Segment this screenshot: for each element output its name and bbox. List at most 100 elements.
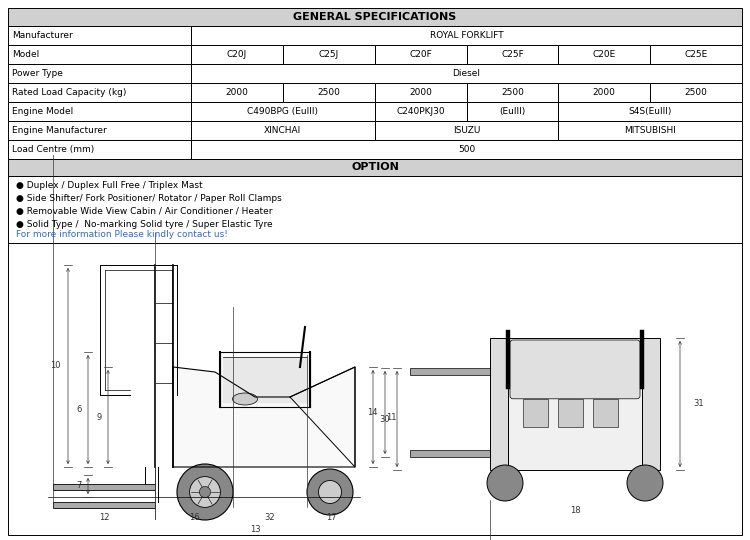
Bar bbox=[466, 102, 558, 121]
Text: 2500: 2500 bbox=[317, 88, 340, 97]
Text: 9: 9 bbox=[97, 413, 102, 422]
Bar bbox=[508, 338, 642, 470]
Bar bbox=[8, 64, 191, 83]
Text: Engine Manufacturer: Engine Manufacturer bbox=[12, 126, 106, 135]
Text: 2000: 2000 bbox=[226, 88, 248, 97]
Circle shape bbox=[307, 469, 353, 515]
Bar bbox=[650, 45, 742, 64]
Bar bbox=[191, 83, 283, 102]
Circle shape bbox=[627, 465, 663, 501]
Circle shape bbox=[177, 464, 233, 520]
Bar bbox=[375, 45, 466, 64]
Circle shape bbox=[200, 487, 211, 497]
Text: 500: 500 bbox=[458, 145, 476, 154]
Bar bbox=[593, 399, 618, 427]
Text: 31: 31 bbox=[693, 400, 703, 408]
Text: 2000: 2000 bbox=[592, 88, 616, 97]
Text: S4S(EuIII): S4S(EuIII) bbox=[628, 107, 672, 116]
Bar bbox=[8, 159, 742, 176]
Text: 30: 30 bbox=[380, 415, 390, 423]
Bar bbox=[53, 502, 155, 508]
Text: OPTION: OPTION bbox=[351, 163, 399, 172]
Bar bbox=[558, 121, 742, 140]
Bar bbox=[8, 176, 742, 243]
Bar bbox=[640, 330, 644, 389]
Bar bbox=[375, 102, 466, 121]
Bar bbox=[558, 102, 742, 121]
Text: MITSUBISHI: MITSUBISHI bbox=[624, 126, 676, 135]
Text: (EuIII): (EuIII) bbox=[500, 107, 526, 116]
Text: 14: 14 bbox=[368, 408, 378, 417]
Bar bbox=[8, 102, 191, 121]
Bar bbox=[642, 338, 660, 470]
Bar bbox=[466, 83, 558, 102]
Text: 18: 18 bbox=[570, 506, 580, 515]
Text: C20F: C20F bbox=[410, 50, 432, 59]
Bar bbox=[8, 26, 191, 45]
Text: C25F: C25F bbox=[501, 50, 524, 59]
Bar bbox=[558, 399, 583, 427]
Bar bbox=[8, 243, 742, 535]
Text: ISUZU: ISUZU bbox=[453, 126, 480, 135]
Text: ● Duplex / Duplex Full Free / Triplex Mast: ● Duplex / Duplex Full Free / Triplex Ma… bbox=[16, 180, 203, 190]
Bar bbox=[558, 45, 650, 64]
Bar bbox=[191, 140, 742, 159]
Text: ROYAL FORKLIFT: ROYAL FORKLIFT bbox=[430, 31, 503, 40]
Bar bbox=[191, 121, 375, 140]
Bar bbox=[8, 121, 191, 140]
Text: 11: 11 bbox=[386, 413, 397, 422]
Text: 6: 6 bbox=[76, 405, 82, 414]
Text: 7: 7 bbox=[76, 482, 82, 490]
Text: 12: 12 bbox=[99, 513, 109, 522]
Text: C240PKJ30: C240PKJ30 bbox=[396, 107, 445, 116]
Bar bbox=[375, 121, 558, 140]
Bar bbox=[191, 45, 283, 64]
Circle shape bbox=[487, 465, 523, 501]
Text: 32: 32 bbox=[265, 513, 275, 522]
Text: C20J: C20J bbox=[226, 50, 247, 59]
Bar bbox=[8, 140, 191, 159]
Bar bbox=[53, 484, 155, 490]
Bar bbox=[283, 45, 375, 64]
Bar bbox=[466, 45, 558, 64]
Circle shape bbox=[319, 481, 341, 503]
FancyBboxPatch shape bbox=[510, 340, 640, 399]
Text: 2000: 2000 bbox=[410, 88, 432, 97]
Bar bbox=[523, 399, 548, 427]
Bar bbox=[8, 83, 191, 102]
Text: XINCHAI: XINCHAI bbox=[264, 126, 302, 135]
Text: Power Type: Power Type bbox=[12, 69, 63, 78]
Text: C25J: C25J bbox=[319, 50, 339, 59]
Bar bbox=[650, 83, 742, 102]
Text: ● Side Shifter/ Fork Positioner/ Rotator / Paper Roll Clamps: ● Side Shifter/ Fork Positioner/ Rotator… bbox=[16, 194, 282, 202]
Text: C20E: C20E bbox=[592, 50, 616, 59]
Text: GENERAL SPECIFICATIONS: GENERAL SPECIFICATIONS bbox=[293, 12, 457, 22]
Ellipse shape bbox=[232, 393, 257, 405]
Text: 10: 10 bbox=[50, 361, 61, 370]
Polygon shape bbox=[223, 357, 307, 402]
Bar bbox=[506, 330, 510, 389]
Bar bbox=[410, 450, 490, 457]
Text: C490BPG (EuIII): C490BPG (EuIII) bbox=[248, 107, 318, 116]
Bar bbox=[283, 83, 375, 102]
Text: 2500: 2500 bbox=[685, 88, 707, 97]
Bar bbox=[8, 45, 191, 64]
Bar bbox=[8, 8, 742, 26]
Text: Manufacturer: Manufacturer bbox=[12, 31, 73, 40]
Bar bbox=[191, 26, 742, 45]
Text: ● Solid Type /  No-marking Solid tyre / Super Elastic Tyre: ● Solid Type / No-marking Solid tyre / S… bbox=[16, 220, 273, 228]
Text: 17: 17 bbox=[326, 513, 336, 522]
Text: Load Centre (mm): Load Centre (mm) bbox=[12, 145, 94, 154]
Text: Engine Model: Engine Model bbox=[12, 107, 74, 116]
Bar bbox=[490, 338, 508, 470]
Bar bbox=[191, 102, 375, 121]
Text: C25E: C25E bbox=[685, 50, 708, 59]
Text: For more information Please kindly contact us!: For more information Please kindly conta… bbox=[16, 230, 228, 239]
Polygon shape bbox=[173, 367, 355, 467]
Text: ● Removable Wide View Cabin / Air Conditioner / Heater: ● Removable Wide View Cabin / Air Condit… bbox=[16, 207, 272, 215]
Circle shape bbox=[190, 477, 220, 508]
Bar bbox=[410, 368, 490, 375]
Text: Rated Load Capacity (kg): Rated Load Capacity (kg) bbox=[12, 88, 126, 97]
Bar bbox=[558, 83, 650, 102]
Text: 13: 13 bbox=[250, 525, 260, 534]
